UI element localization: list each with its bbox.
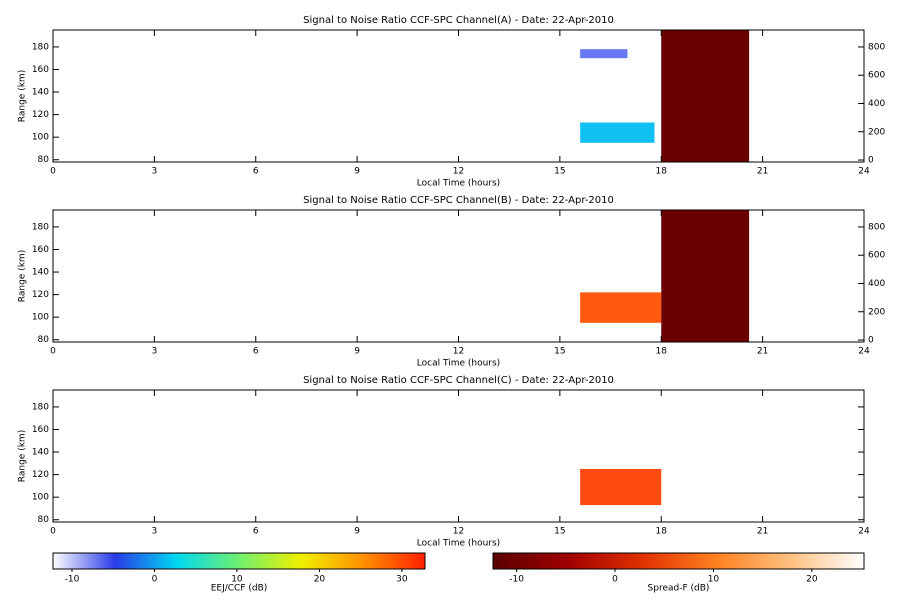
echo bbox=[661, 210, 750, 342]
x-tick-label: 18 bbox=[656, 527, 668, 537]
y-tick-label: 160 bbox=[32, 65, 49, 75]
x-tick-label: 0 bbox=[50, 527, 56, 537]
x-tick-label: 15 bbox=[554, 527, 565, 537]
x-tick-label: 24 bbox=[858, 347, 870, 357]
y-tick-label: 100 bbox=[32, 133, 49, 143]
y2-tick-label: 200 bbox=[868, 127, 885, 137]
x-tick-label: 0 bbox=[50, 167, 56, 177]
x-tick-label: 3 bbox=[152, 527, 158, 537]
x-axis-label: Local Time (hours) bbox=[417, 179, 500, 189]
colorbar-label: EEJ/CCF (dB) bbox=[211, 584, 268, 594]
y-tick-label: 80 bbox=[38, 335, 50, 345]
y2-tick-label: 600 bbox=[868, 71, 885, 81]
x-tick-label: 6 bbox=[253, 167, 259, 177]
y2-tick-label: 400 bbox=[868, 279, 885, 289]
y-tick-label: 80 bbox=[38, 515, 50, 525]
x-axis-label: Local Time (hours) bbox=[417, 539, 500, 549]
x-tick-label: 24 bbox=[858, 167, 870, 177]
y2-tick-label: 800 bbox=[868, 222, 885, 232]
y-tick-label: 120 bbox=[32, 110, 49, 120]
x-tick-label: 24 bbox=[858, 527, 870, 537]
echo bbox=[661, 30, 750, 162]
colorbar-tick-label: -10 bbox=[509, 575, 524, 585]
echo bbox=[580, 292, 662, 323]
colorbar-tick-label: 10 bbox=[708, 575, 720, 585]
y-tick-label: 180 bbox=[32, 402, 49, 412]
plot-frame bbox=[52, 389, 865, 523]
y-tick-label: 100 bbox=[32, 313, 49, 323]
panel-title: Signal to Noise Ratio CCF-SPC Channel(B)… bbox=[303, 195, 614, 206]
y-tick-label: 140 bbox=[32, 88, 49, 98]
x-tick-label: 3 bbox=[152, 347, 158, 357]
x-axis-label: Local Time (hours) bbox=[417, 359, 500, 369]
y-tick-label: 100 bbox=[32, 493, 49, 503]
echo bbox=[580, 468, 662, 506]
colorbar bbox=[492, 552, 865, 570]
x-tick-label: 0 bbox=[50, 347, 56, 357]
y-tick-label: 120 bbox=[32, 470, 49, 480]
y-tick-label: 140 bbox=[32, 448, 49, 458]
y-tick-label: 180 bbox=[32, 42, 49, 52]
y-tick-label: 180 bbox=[32, 222, 49, 232]
x-tick-label: 21 bbox=[757, 167, 768, 177]
x-tick-label: 12 bbox=[453, 527, 464, 537]
y2-tick-label: 0 bbox=[868, 156, 874, 166]
colorbar bbox=[52, 552, 426, 570]
x-tick-label: 12 bbox=[453, 347, 464, 357]
x-tick-label: 3 bbox=[152, 167, 158, 177]
x-tick-label: 9 bbox=[354, 347, 360, 357]
y2-tick-label: 400 bbox=[868, 99, 885, 109]
y-axis-label: Range (km) bbox=[18, 430, 28, 482]
colorbar-tick-label: -10 bbox=[65, 575, 80, 585]
colorbar-tick-label: 20 bbox=[314, 575, 326, 585]
y2-tick-label: 800 bbox=[868, 42, 885, 52]
x-tick-label: 15 bbox=[554, 167, 565, 177]
x-tick-label: 9 bbox=[354, 527, 360, 537]
panel-title: Signal to Noise Ratio CCF-SPC Channel(A)… bbox=[303, 15, 614, 26]
y-tick-label: 120 bbox=[32, 290, 49, 300]
x-tick-label: 6 bbox=[253, 527, 259, 537]
x-tick-label: 15 bbox=[554, 347, 565, 357]
x-tick-label: 6 bbox=[253, 347, 259, 357]
y2-tick-label: 600 bbox=[868, 251, 885, 261]
y-tick-label: 80 bbox=[38, 155, 50, 165]
y-tick-label: 160 bbox=[32, 245, 49, 255]
colorbar-tick-label: 0 bbox=[152, 575, 158, 585]
panel-title: Signal to Noise Ratio CCF-SPC Channel(C)… bbox=[303, 375, 614, 386]
colorbar-label: Spread-F (dB) bbox=[648, 584, 710, 594]
x-tick-label: 9 bbox=[354, 167, 360, 177]
y-tick-label: 160 bbox=[32, 425, 49, 435]
x-tick-label: 12 bbox=[453, 167, 464, 177]
y-tick-label: 140 bbox=[32, 268, 49, 278]
x-tick-label: 18 bbox=[656, 347, 668, 357]
y-axis-label: Range (km) bbox=[18, 250, 28, 302]
x-tick-label: 21 bbox=[757, 527, 768, 537]
y2-tick-label: 0 bbox=[868, 336, 874, 346]
x-tick-label: 21 bbox=[757, 347, 768, 357]
colorbar-tick-label: 30 bbox=[396, 575, 408, 585]
x-tick-label: 18 bbox=[656, 167, 668, 177]
echo bbox=[580, 49, 628, 59]
colorbar-tick-label: 20 bbox=[806, 575, 818, 585]
colorbar-tick-label: 10 bbox=[231, 575, 243, 585]
y2-tick-label: 200 bbox=[868, 307, 885, 317]
y-axis-label: Range (km) bbox=[18, 70, 28, 122]
colorbar-tick-label: 0 bbox=[612, 575, 618, 585]
echo bbox=[580, 122, 655, 143]
